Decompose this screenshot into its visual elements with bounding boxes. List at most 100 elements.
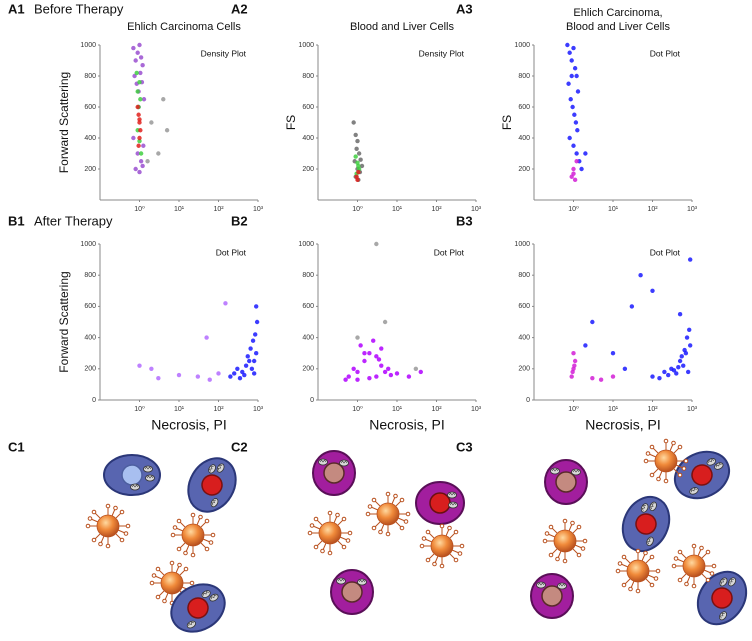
cell-illustration [542,518,588,564]
data-point [572,66,578,71]
y-axis-label: FS [284,115,298,130]
data-point [570,369,575,375]
data-point [681,363,686,368]
data-point [379,363,384,368]
x-tick-label: 10² [431,406,442,413]
data-point [382,369,388,375]
data-point [354,146,359,152]
data-point [382,319,388,325]
data-point [572,112,577,117]
cell-illustration [313,451,355,495]
y-tick-label: 400 [84,135,96,142]
data-point [575,89,581,94]
data-point [141,97,147,102]
panel-label: B1 [8,213,25,228]
data-point [254,319,260,325]
data-point [684,335,690,340]
panel-label: C2 [231,439,248,454]
data-point [574,151,579,156]
y-tick-label: 800 [84,73,96,80]
data-point [135,151,140,156]
data-point [134,70,139,76]
data-point [657,375,662,381]
y-tick-label: 200 [84,166,96,173]
data-point [355,177,360,183]
data-point [638,273,643,278]
panel-label: A3 [456,1,473,16]
data-point [133,58,138,63]
data-point [232,371,237,376]
x-tick-label: 10² [431,206,442,213]
data-point [141,143,146,148]
x-tick-label: 10⁰ [134,405,145,413]
data-point [251,358,257,364]
section-heading: After Therapy [34,213,113,228]
data-point [243,363,249,368]
data-point [356,151,362,156]
cell-illustration [419,523,465,569]
data-point [571,143,576,148]
x-tick-label: 10¹ [174,206,185,213]
data-point [676,365,681,370]
data-point [574,73,579,79]
data-point [251,371,257,376]
y-tick-label: 1000 [514,42,530,49]
data-point [356,169,361,175]
y-tick-label: 0 [310,397,314,404]
y-tick-label: 0 [526,397,530,404]
data-point [568,97,573,102]
data-point [136,143,141,148]
data-point [406,374,412,379]
data-point [237,375,243,381]
y-axis-label: Forward Scattering [57,271,71,372]
data-point [353,132,358,138]
data-point [156,375,161,381]
data-point [228,374,233,379]
data-point [573,120,579,125]
data-point [590,375,595,381]
cell-illustration [416,482,464,524]
data-point [677,312,683,317]
x-axis-label: Necrosis, PI [585,417,660,433]
x-tick-label: 10² [647,206,658,213]
data-point [138,97,143,102]
panel-label: C1 [8,439,25,454]
data-point [131,135,136,141]
data-point [351,120,356,125]
data-point [242,372,247,378]
data-point [249,366,255,371]
data-point [359,163,365,169]
data-point [132,73,137,79]
data-point [240,369,245,375]
data-point [161,97,166,102]
cell-illustration [331,570,373,614]
data-point [235,366,240,371]
data-point [650,374,655,379]
data-point [216,371,221,376]
data-point [358,157,363,162]
data-point [137,80,142,85]
data-point [367,351,372,356]
data-point [355,335,360,340]
data-point [570,104,575,110]
data-point [253,351,259,356]
data-point [662,369,667,375]
data-point [223,301,228,306]
y-tick-label: 600 [84,303,96,310]
data-point [140,62,145,68]
data-point [572,363,577,368]
plot-annotation: Dot Plot [650,247,681,257]
data-point [137,138,142,144]
x-tick-label: 10³ [687,406,698,413]
data-point [204,335,209,340]
data-point [418,369,423,375]
plot-annotation: Density Plot [201,48,247,58]
data-point [138,159,144,164]
y-axis-label: FS [500,115,514,130]
x-tick-label: 10² [213,406,224,413]
data-point [571,351,576,356]
y-tick-label: 200 [84,366,96,373]
data-point [145,159,150,164]
data-point [195,374,201,379]
